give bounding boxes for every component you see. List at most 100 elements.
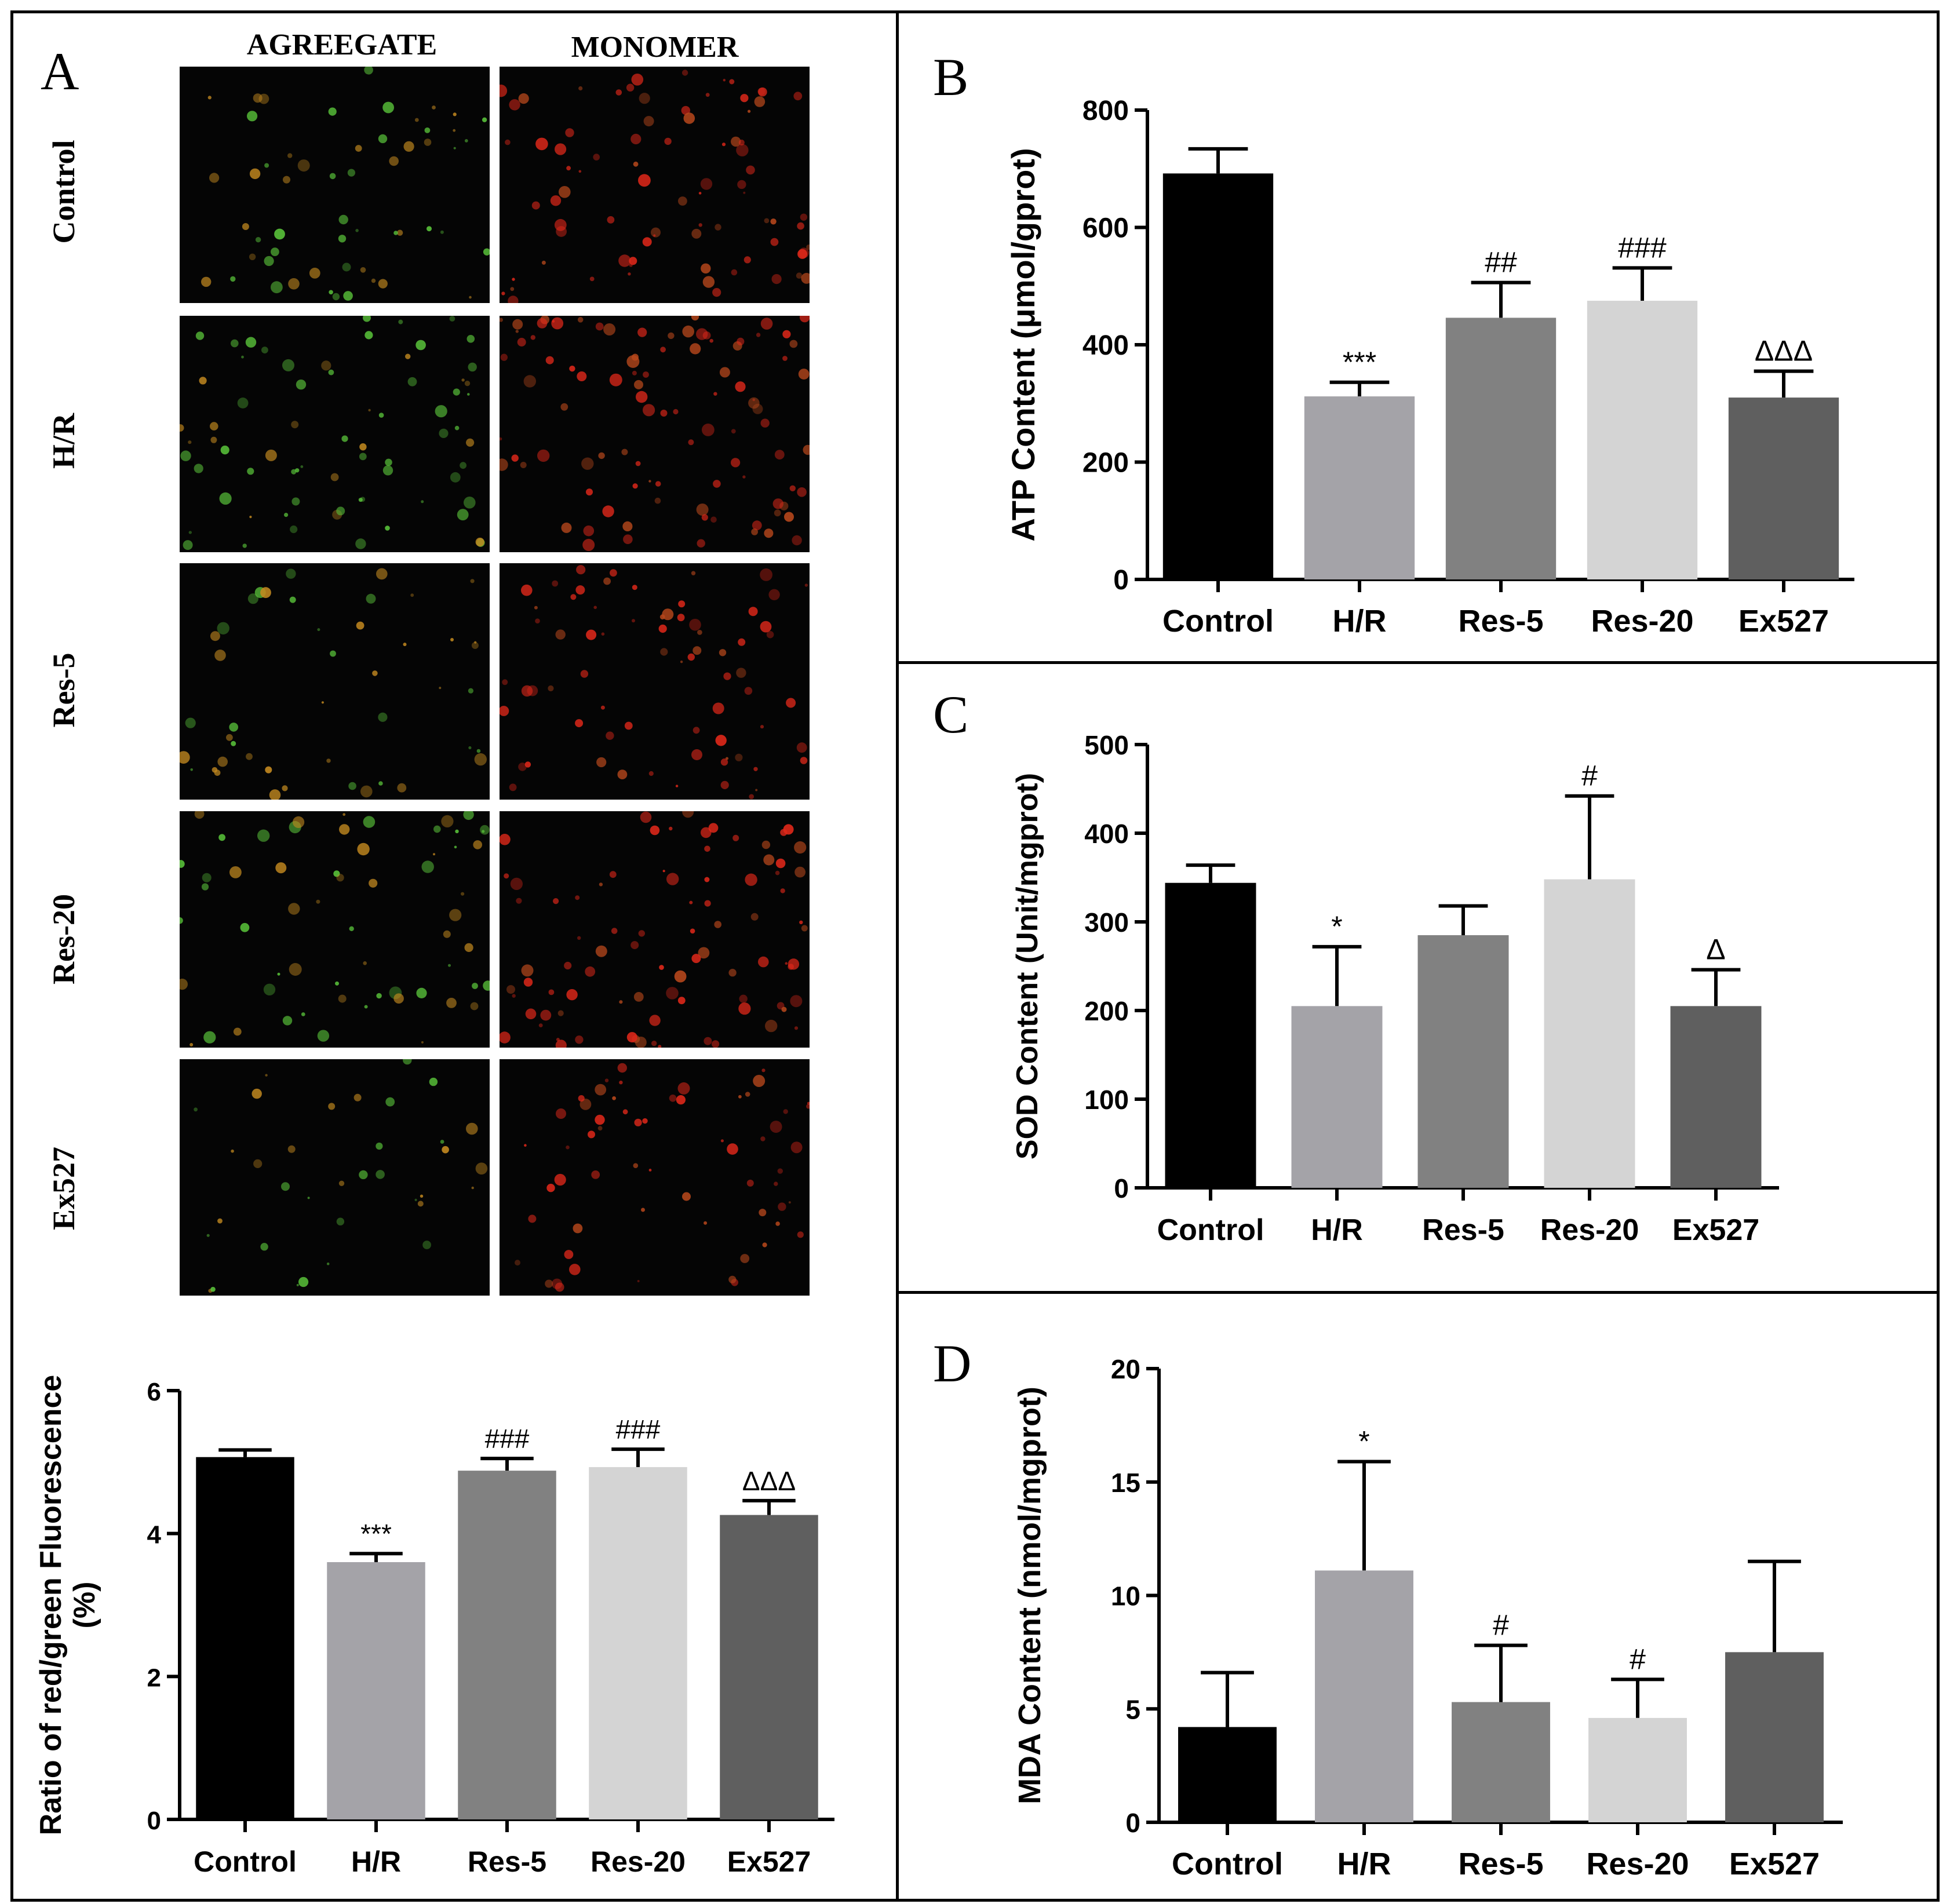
y-axis-label: ATP Content (μmol/gprot) (1005, 148, 1041, 541)
y-tick-label: 4 (147, 1521, 162, 1549)
micrograph-monomer-res20 (500, 811, 810, 1048)
significance-label: * (1358, 1425, 1369, 1458)
bar-ex527 (1728, 397, 1839, 579)
bar-control (1162, 173, 1274, 580)
significance-label: ### (485, 1424, 530, 1454)
bar-ex527 (1725, 1652, 1824, 1822)
row-label-control: Control (46, 140, 81, 244)
bar-control (1165, 882, 1256, 1188)
chart-atp-content: 0 200 400 600 800 ATP Content (μmol/gprot) Con… (1005, 96, 1854, 639)
bar-res20 (1544, 879, 1635, 1188)
y-tick-label: 5 (1125, 1694, 1140, 1724)
row-label-res20: Res-20 (46, 894, 81, 984)
column-heading-aggregate: AGREEGATE (246, 28, 438, 61)
significance-label: # (1493, 1609, 1509, 1642)
bar-control (1178, 1727, 1277, 1822)
significance-label: ΔΔΔ (742, 1466, 796, 1496)
micrograph-monomer-hr (500, 316, 810, 552)
micrograph-monomer-ex527 (500, 1059, 810, 1296)
y-tick-label: 6 (147, 1378, 161, 1406)
y-tick-label: 2 (147, 1664, 161, 1692)
significance-label: # (1630, 1643, 1646, 1675)
y-axis-label: (%) (68, 1582, 101, 1629)
bar-hr (327, 1562, 425, 1819)
bar-ex527 (720, 1515, 818, 1819)
y-tick-label: 20 (1111, 1354, 1140, 1384)
panel-letter-b: B (933, 48, 969, 107)
y-tick-label: 600 (1082, 213, 1129, 244)
y-tick-label: 800 (1082, 96, 1129, 126)
y-tick-label: 0 (1114, 1173, 1129, 1203)
significance-label: *** (360, 1519, 392, 1549)
x-tick-label: Ex527 (1738, 604, 1829, 639)
significance-label: Δ (1706, 933, 1725, 966)
significance-label: ### (616, 1414, 661, 1445)
panel-d-frame (896, 1291, 1940, 1902)
x-tick-label: Res-20 (1540, 1213, 1639, 1247)
x-tick-label: H/R (1311, 1213, 1363, 1247)
significance-label: # (1581, 760, 1598, 792)
x-tick-label: Res-5 (1422, 1213, 1504, 1247)
bar-res20 (589, 1467, 687, 1819)
significance-label: ΔΔΔ (1755, 335, 1813, 367)
y-tick-label: 10 (1111, 1581, 1140, 1611)
x-tick-label: Control (1162, 604, 1274, 639)
micrograph-agreegate-hr (180, 316, 490, 552)
y-tick-label: 300 (1084, 907, 1129, 938)
y-tick-label: 400 (1084, 819, 1129, 849)
bar-hr (1291, 1006, 1383, 1188)
y-axis-label: Ratio of red/green Fluorescence (35, 1375, 68, 1836)
x-tick-label: Res-5 (468, 1845, 546, 1878)
x-tick-label: Ex527 (1672, 1213, 1759, 1247)
row-label-hr: H/R (46, 413, 81, 469)
y-tick-label: 0 (1125, 1808, 1140, 1838)
bar-res5 (1445, 318, 1557, 579)
y-tick-label: 0 (1113, 565, 1129, 596)
y-tick-label: 0 (147, 1807, 161, 1835)
significance-label: ## (1485, 246, 1517, 279)
y-tick-label: 400 (1082, 330, 1129, 361)
x-tick-label: Res-5 (1458, 604, 1543, 639)
micrograph-agreegate-control (180, 67, 490, 303)
x-tick-label: Control (1172, 1847, 1283, 1881)
x-tick-label: H/R (1333, 604, 1387, 639)
column-heading-monomer: MONOMER (571, 31, 739, 64)
micrograph-agreegate-res20 (180, 811, 490, 1048)
bar-res5 (1452, 1702, 1550, 1822)
x-tick-label: Ex527 (1729, 1847, 1820, 1881)
y-axis-label: MDA Content (nmol/mgprot) (1012, 1387, 1047, 1804)
bar-res20 (1588, 1717, 1687, 1822)
panel-letter-a: A (41, 42, 79, 101)
bar-res5 (458, 1471, 556, 1819)
y-tick-label: 200 (1084, 996, 1129, 1026)
y-axis-label: SOD Content (Unit/mgprot) (1011, 773, 1044, 1159)
panel-letter-c: C (933, 685, 969, 744)
bar-ex527 (1670, 1006, 1762, 1188)
chart-ratio-fluorescence: 0 2 4 6 Ratio of red/green Fluorescence (%) Co… (35, 1375, 834, 1878)
x-tick-label: Res-20 (1586, 1847, 1689, 1881)
x-tick-label: Control (1157, 1213, 1264, 1247)
x-tick-label: Res-5 (1458, 1847, 1543, 1881)
bar-res5 (1417, 935, 1509, 1188)
micrograph-agreegate-ex527 (180, 1059, 490, 1296)
x-tick-label: Res-20 (591, 1845, 686, 1878)
bar-control (196, 1457, 294, 1819)
micrograph-agreegate-res5 (180, 563, 490, 800)
micrograph-monomer-control (500, 67, 810, 303)
x-tick-label: Control (194, 1845, 297, 1878)
significance-label: *** (1343, 346, 1376, 378)
x-tick-label: H/R (351, 1845, 401, 1878)
micrograph-monomer-res5 (500, 563, 810, 800)
bar-hr (1315, 1570, 1413, 1822)
row-label-res5: Res-5 (46, 652, 81, 728)
chart-mda-content: 0 5 10 15 20 MDA Content (nmol/mgprot) Control… (1012, 1354, 1843, 1881)
significance-label: * (1331, 910, 1342, 943)
panel-letter-d: D (933, 1334, 972, 1393)
bar-hr (1304, 396, 1415, 579)
y-tick-label: 15 (1111, 1468, 1140, 1498)
row-label-ex527: Ex527 (46, 1146, 81, 1231)
y-tick-label: 100 (1084, 1085, 1129, 1115)
bar-res20 (1587, 301, 1698, 579)
significance-label: ### (1618, 231, 1667, 264)
chart-sod-content: 0 100 200 300 400 500 SOD Content (Unit/mgprot… (1011, 730, 1779, 1247)
